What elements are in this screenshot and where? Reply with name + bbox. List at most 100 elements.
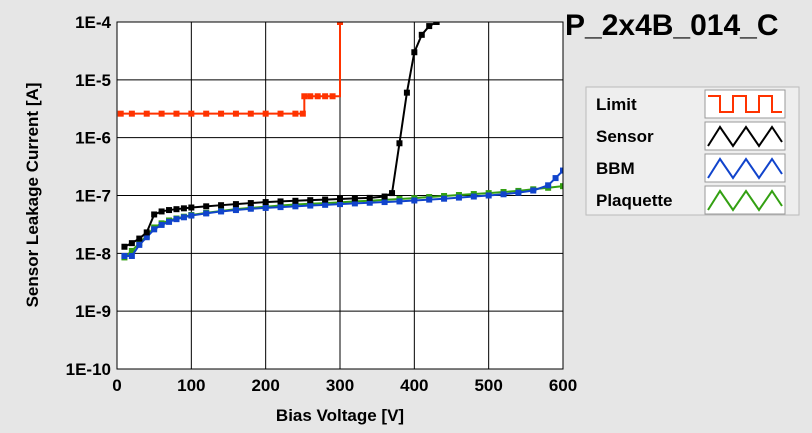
bbm-point bbox=[530, 187, 537, 194]
bbm-point bbox=[166, 218, 173, 225]
legend-swatch-bbm bbox=[704, 153, 786, 183]
limit-point bbox=[337, 22, 343, 25]
bbm-point bbox=[262, 204, 269, 211]
sensor-point bbox=[322, 196, 329, 203]
bbm-point bbox=[136, 241, 143, 248]
sensor-point bbox=[307, 197, 314, 204]
limit-point bbox=[128, 110, 135, 117]
sensor-point bbox=[218, 202, 225, 209]
limit-point bbox=[292, 110, 299, 117]
legend-glyph-bbm bbox=[707, 157, 783, 180]
plot-title: P_2x4B_014_C bbox=[565, 9, 779, 42]
limit-point bbox=[188, 110, 195, 117]
limit-point bbox=[203, 110, 210, 117]
sensor-point bbox=[180, 205, 187, 212]
sensor-point bbox=[292, 197, 299, 204]
bbm-point bbox=[151, 226, 158, 233]
x-axis-ticks: 0 100 200 300 400 500 600 bbox=[112, 376, 577, 395]
sensor-point bbox=[121, 243, 128, 250]
legend-label-limit: Limit bbox=[596, 95, 637, 114]
limit-line bbox=[120, 22, 341, 115]
bbm-point bbox=[441, 195, 448, 202]
bbm-point bbox=[366, 199, 373, 206]
sensor-point bbox=[418, 31, 425, 38]
sensor-point bbox=[426, 23, 433, 30]
bbm-point bbox=[180, 214, 187, 221]
sensor-point bbox=[366, 194, 373, 201]
bbm-point bbox=[307, 202, 314, 209]
sensor-point bbox=[203, 203, 210, 210]
sensor-point bbox=[247, 200, 254, 207]
legend-swatch-plaquette bbox=[704, 185, 786, 215]
bbm-point bbox=[121, 252, 128, 259]
bbm-point bbox=[515, 189, 522, 196]
sensor-point bbox=[128, 240, 135, 247]
sensor-point bbox=[351, 195, 358, 202]
x-tick-label: 0 bbox=[112, 376, 121, 395]
plot-frame bbox=[116, 21, 564, 370]
limit-point bbox=[299, 110, 306, 117]
x-tick-label: 200 bbox=[251, 376, 279, 395]
bbm-point bbox=[485, 192, 492, 199]
limit-point bbox=[329, 93, 336, 100]
bbm-point bbox=[411, 197, 418, 204]
bbm-point bbox=[232, 207, 239, 214]
bbm-point bbox=[158, 221, 165, 228]
y-tick-label: 1E-10 bbox=[66, 360, 111, 379]
x-tick-label: 100 bbox=[177, 376, 205, 395]
legend-glyph-plaquette bbox=[707, 189, 783, 212]
bbm-point bbox=[470, 193, 477, 200]
bbm-point bbox=[552, 175, 559, 182]
y-axis-ticks: 1E-10 1E-9 1E-8 1E-7 1E-6 1E-5 1E-4 bbox=[66, 13, 112, 379]
bbm-point bbox=[426, 196, 433, 203]
limit-point bbox=[158, 110, 165, 117]
sensor-point bbox=[173, 206, 180, 213]
plaquette-point bbox=[128, 247, 135, 254]
series-sensor bbox=[121, 22, 440, 250]
sensor-point bbox=[232, 201, 239, 208]
series-limit bbox=[117, 22, 343, 117]
sensor-point bbox=[433, 22, 440, 25]
legend-glyph-limit bbox=[708, 95, 782, 113]
bbm-point bbox=[247, 205, 254, 212]
bbm-point bbox=[277, 204, 284, 211]
sensor-point bbox=[403, 89, 410, 96]
legend-label-plaquette: Plaquette bbox=[596, 191, 673, 210]
limit-point bbox=[262, 110, 269, 117]
bbm-point bbox=[337, 201, 343, 208]
legend-swatch-sensor bbox=[704, 121, 786, 151]
sensor-point bbox=[166, 207, 173, 214]
limit-point bbox=[247, 110, 254, 117]
x-axis-title: Bias Voltage [V] bbox=[276, 406, 404, 425]
bbm-point bbox=[500, 191, 507, 198]
y-tick-label: 1E-7 bbox=[75, 187, 111, 206]
bbm-point bbox=[203, 210, 210, 217]
limit-point bbox=[322, 93, 329, 100]
legend-label-bbm: BBM bbox=[596, 159, 635, 178]
series-layer bbox=[117, 22, 563, 261]
sensor-point bbox=[389, 190, 396, 197]
limit-point bbox=[117, 110, 124, 117]
sensor-point bbox=[151, 211, 158, 218]
y-tick-label: 1E-5 bbox=[75, 71, 111, 90]
legend-label-sensor: Sensor bbox=[596, 127, 654, 146]
bbm-point bbox=[396, 198, 403, 205]
limit-point bbox=[307, 93, 314, 100]
x-tick-label: 600 bbox=[549, 376, 577, 395]
bbm-point bbox=[292, 203, 299, 210]
sensor-point bbox=[396, 140, 403, 147]
limit-point bbox=[143, 110, 150, 117]
x-tick-label: 400 bbox=[400, 376, 428, 395]
sensor-point bbox=[188, 204, 195, 211]
sensor-point bbox=[143, 229, 150, 236]
bbm-point bbox=[381, 199, 388, 206]
bbm-point bbox=[560, 167, 563, 174]
limit-point bbox=[218, 110, 225, 117]
legend: Limit Sensor BBM Plaquette bbox=[585, 86, 800, 216]
bbm-point bbox=[455, 194, 462, 201]
bbm-point bbox=[218, 208, 225, 215]
sensor-point bbox=[277, 198, 284, 205]
bbm-point bbox=[188, 212, 195, 219]
sensor-point bbox=[136, 235, 143, 242]
